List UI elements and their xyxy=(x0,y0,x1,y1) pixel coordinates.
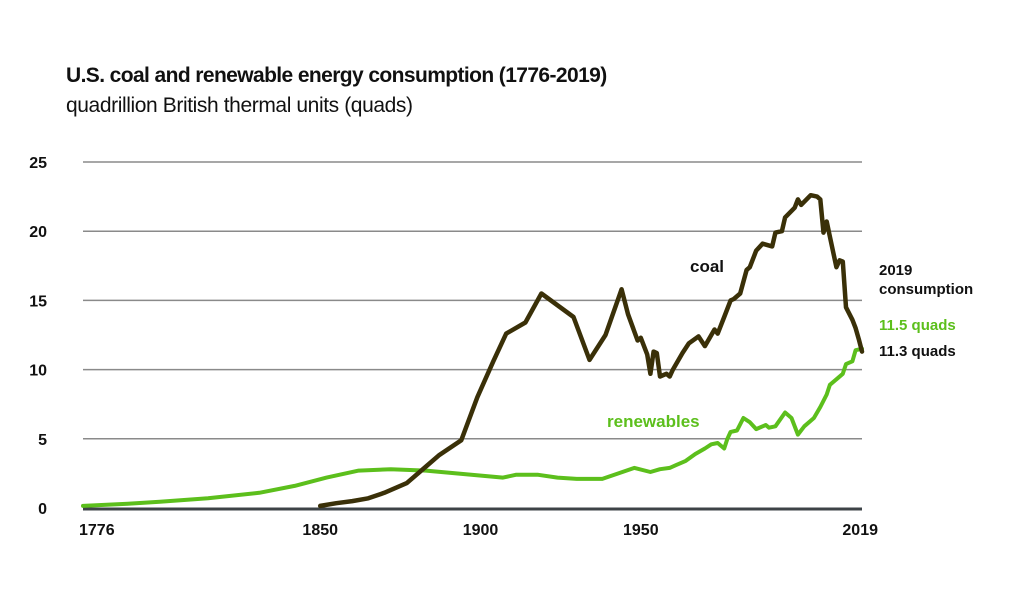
y-tick-label: 15 xyxy=(29,293,47,310)
x-tick-label: 2019 xyxy=(842,522,878,539)
series-label-coal: coal xyxy=(690,257,724,276)
x-tick-label: 1900 xyxy=(463,522,499,539)
y-tick-label: 5 xyxy=(38,432,47,449)
y-tick-label: 25 xyxy=(29,155,47,172)
gridlines xyxy=(83,161,862,511)
annotation-coal-value: 11.3 quads xyxy=(879,343,956,360)
series-line-coal xyxy=(317,192,865,509)
annotation-2019: 2019 xyxy=(879,262,912,279)
annotation-consumption: consumption xyxy=(879,281,973,298)
y-tick-label: 10 xyxy=(29,363,47,380)
annotation-renewables-value: 11.5 quads xyxy=(879,317,956,334)
x-tick-label: 1776 xyxy=(79,522,115,539)
x-tick-label: 1850 xyxy=(302,522,338,539)
x-axis-ticks: 1776 1850 1900 1950 2019 xyxy=(79,522,878,539)
series-lines xyxy=(81,192,865,509)
chart-title: U.S. coal and renewable energy consumpti… xyxy=(66,64,607,87)
y-tick-label: 20 xyxy=(29,224,47,241)
y-axis-ticks: 0 5 10 15 20 25 xyxy=(29,155,47,518)
series-line-renewables xyxy=(81,346,864,508)
x-tick-label: 1950 xyxy=(623,522,659,539)
chart-subtitle: quadrillion British thermal units (quads… xyxy=(66,94,413,117)
series-label-renewables: renewables xyxy=(607,412,700,431)
y-tick-label: 0 xyxy=(38,501,47,518)
